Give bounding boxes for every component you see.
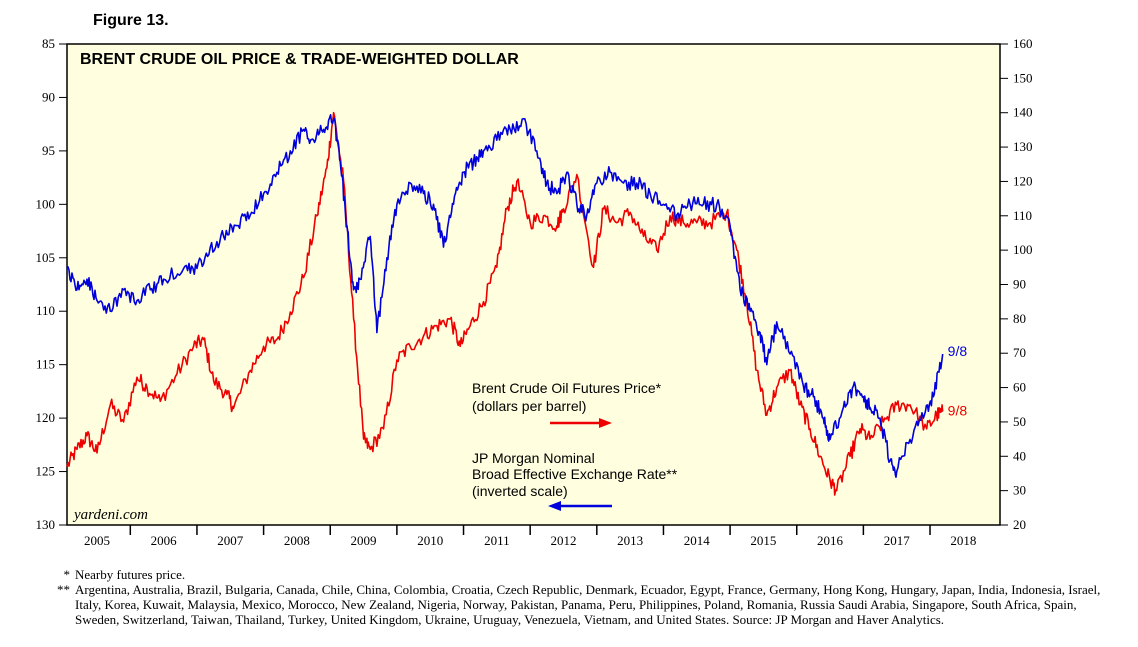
x-tick-label: 2006: [151, 533, 178, 548]
left-tick-label: 95: [42, 143, 55, 158]
x-tick-label: 2010: [417, 533, 443, 548]
right-tick-label: 100: [1013, 242, 1033, 257]
left-tick-label: 110: [36, 303, 55, 318]
legend-jpm-label-3: (inverted scale): [472, 483, 568, 499]
figure-label: Figure 13.: [93, 12, 169, 29]
jpm-end-label: 9/8: [948, 343, 968, 359]
brent-series-line: [66, 111, 944, 496]
x-tick-label: 2012: [550, 533, 576, 548]
x-tick-label: 2013: [617, 533, 643, 548]
right-tick-label: 140: [1013, 105, 1033, 120]
left-tick-label: 120: [36, 410, 56, 425]
x-tick-label: 2007: [217, 533, 244, 548]
footnote-1-mark: *: [63, 567, 71, 582]
left-tick-label: 100: [36, 196, 56, 211]
x-tick-label: 2009: [351, 533, 377, 548]
left-tick-label: 125: [36, 464, 56, 479]
x-tick-label: 2005: [84, 533, 110, 548]
footnote-1-text: Nearby futures price.: [75, 567, 186, 582]
x-tick-label: 2018: [950, 533, 976, 548]
x-tick-label: 2017: [884, 533, 911, 548]
legend-jpm-label-1: JP Morgan Nominal: [472, 450, 595, 466]
chart: 85 90 95 100 105 110 115 120 125 130 20 30 40 50 60 70…: [36, 36, 1033, 548]
right-tick-label: 60: [1013, 380, 1026, 395]
legend-brent-sub: (dollars per barrel): [472, 398, 586, 414]
right-tick-label: 110: [1013, 208, 1032, 223]
legend-jpm-arrowhead: [548, 501, 561, 511]
brent-end-label: 9/8: [948, 403, 968, 419]
x-tick-label: 2015: [750, 533, 776, 548]
series-layer: 9/8 9/8: [66, 111, 968, 496]
right-tick-label: 80: [1013, 311, 1026, 326]
right-tick-label: 160: [1013, 36, 1033, 51]
chart-title: BRENT CRUDE OIL PRICE & TRADE-WEIGHTED D…: [80, 51, 519, 68]
x-tick-label: 2011: [484, 533, 510, 548]
left-tick-label: 115: [36, 357, 55, 372]
jpm-series-line: [66, 114, 944, 479]
footnote-1: * Nearby futures price.: [40, 567, 1120, 582]
footnote-2: ** Argentina, Australia, Brazil, Bulgari…: [40, 582, 1120, 627]
footnote-2-text: Argentina, Australia, Brazil, Bulgaria, …: [75, 582, 1101, 627]
x-tick-label: 2014: [684, 533, 711, 548]
footnote-2-mark: **: [57, 582, 70, 597]
x-tick-label: 2016: [817, 533, 844, 548]
legend-brent-label: Brent Crude Oil Futures Price*: [472, 380, 662, 396]
right-tick-label: 70: [1013, 345, 1026, 360]
legend-jpm-label-2: Broad Effective Exchange Rate**: [472, 466, 678, 482]
right-tick-label: 40: [1013, 448, 1026, 463]
left-tick-label: 130: [36, 517, 56, 532]
right-axis: 20 30 40 50 60 70 80 90 100 110 120 130 140 150 160: [1000, 36, 1033, 532]
legend-brent-arrowhead: [599, 418, 612, 428]
left-tick-label: 90: [42, 89, 55, 104]
right-tick-label: 30: [1013, 483, 1026, 498]
x-axis: 2005 2006 2007 2008 2009 2010 2011 2012 2013 2014…: [84, 525, 976, 548]
footnotes: * Nearby futures price. ** Argentina, Au…: [40, 567, 1120, 627]
right-tick-label: 130: [1013, 139, 1033, 154]
right-tick-label: 150: [1013, 70, 1033, 85]
watermark: yardeni.com: [72, 507, 148, 523]
left-tick-label: 105: [36, 250, 56, 265]
left-axis: 85 90 95 100 105 110 115 120 125 130: [36, 36, 67, 532]
left-tick-label: 85: [42, 36, 55, 51]
right-tick-label: 120: [1013, 173, 1033, 188]
right-tick-label: 20: [1013, 517, 1026, 532]
x-tick-label: 2008: [284, 533, 310, 548]
right-tick-label: 50: [1013, 414, 1026, 429]
right-tick-label: 90: [1013, 277, 1026, 292]
